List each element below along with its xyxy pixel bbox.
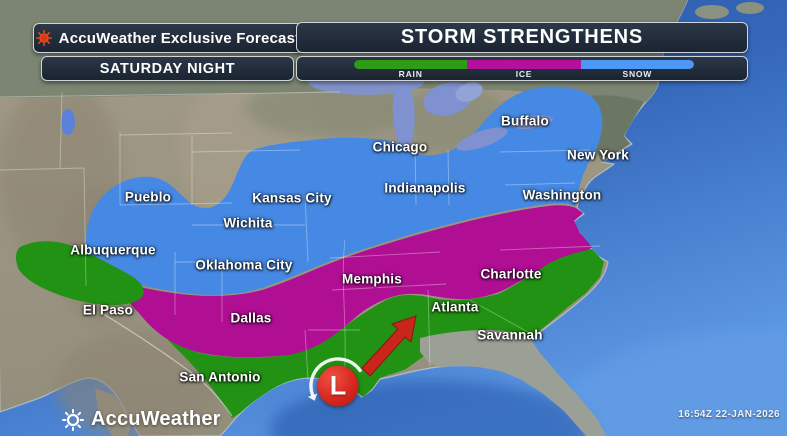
cyclone-rotation-arrow-icon xyxy=(307,357,362,401)
logo-text: AccuWeather xyxy=(91,408,221,430)
accuweather-logo-sun-icon xyxy=(62,408,84,431)
rain-region-west xyxy=(15,241,144,306)
legend-snow-swatch xyxy=(580,60,694,69)
headline-bar: STORM STRENGTHENS xyxy=(296,22,748,53)
low-pressure-marker: L xyxy=(305,353,371,419)
precip-legend: RAIN ICE SNOW xyxy=(296,56,748,81)
legend-color-bar xyxy=(354,60,694,69)
legend-rain-swatch xyxy=(354,60,468,69)
rain-region xyxy=(166,249,604,418)
timestamp: 16:54Z 22-JAN-2026 xyxy=(678,409,780,420)
timeframe-label: SATURDAY NIGHT xyxy=(99,60,236,77)
accuweather-logo: AccuWeather xyxy=(62,408,221,431)
legend-rain-label: RAIN xyxy=(398,69,423,79)
storm-arrow xyxy=(361,315,417,377)
legend-ice-label: ICE xyxy=(515,69,533,79)
low-pressure-circle: L xyxy=(317,365,359,407)
state-borders xyxy=(0,91,601,381)
exclusive-forecast-badge: AccuWeather Exclusive Forecast xyxy=(33,23,303,53)
mexico-border xyxy=(99,311,233,417)
legend-snow-label: SNOW xyxy=(622,69,653,79)
legend-ice-swatch xyxy=(467,60,581,69)
accuweather-sun-icon xyxy=(35,30,52,46)
ice-region xyxy=(112,205,592,358)
timeframe-bar: SATURDAY NIGHT xyxy=(41,56,294,81)
headline-text: STORM STRENGTHENS xyxy=(400,26,644,48)
legend-labels: RAIN ICE SNOW xyxy=(354,69,694,79)
low-pressure-label: L xyxy=(329,370,347,401)
badge-label: AccuWeather Exclusive Forecast xyxy=(58,29,301,47)
florida-region xyxy=(420,330,606,436)
